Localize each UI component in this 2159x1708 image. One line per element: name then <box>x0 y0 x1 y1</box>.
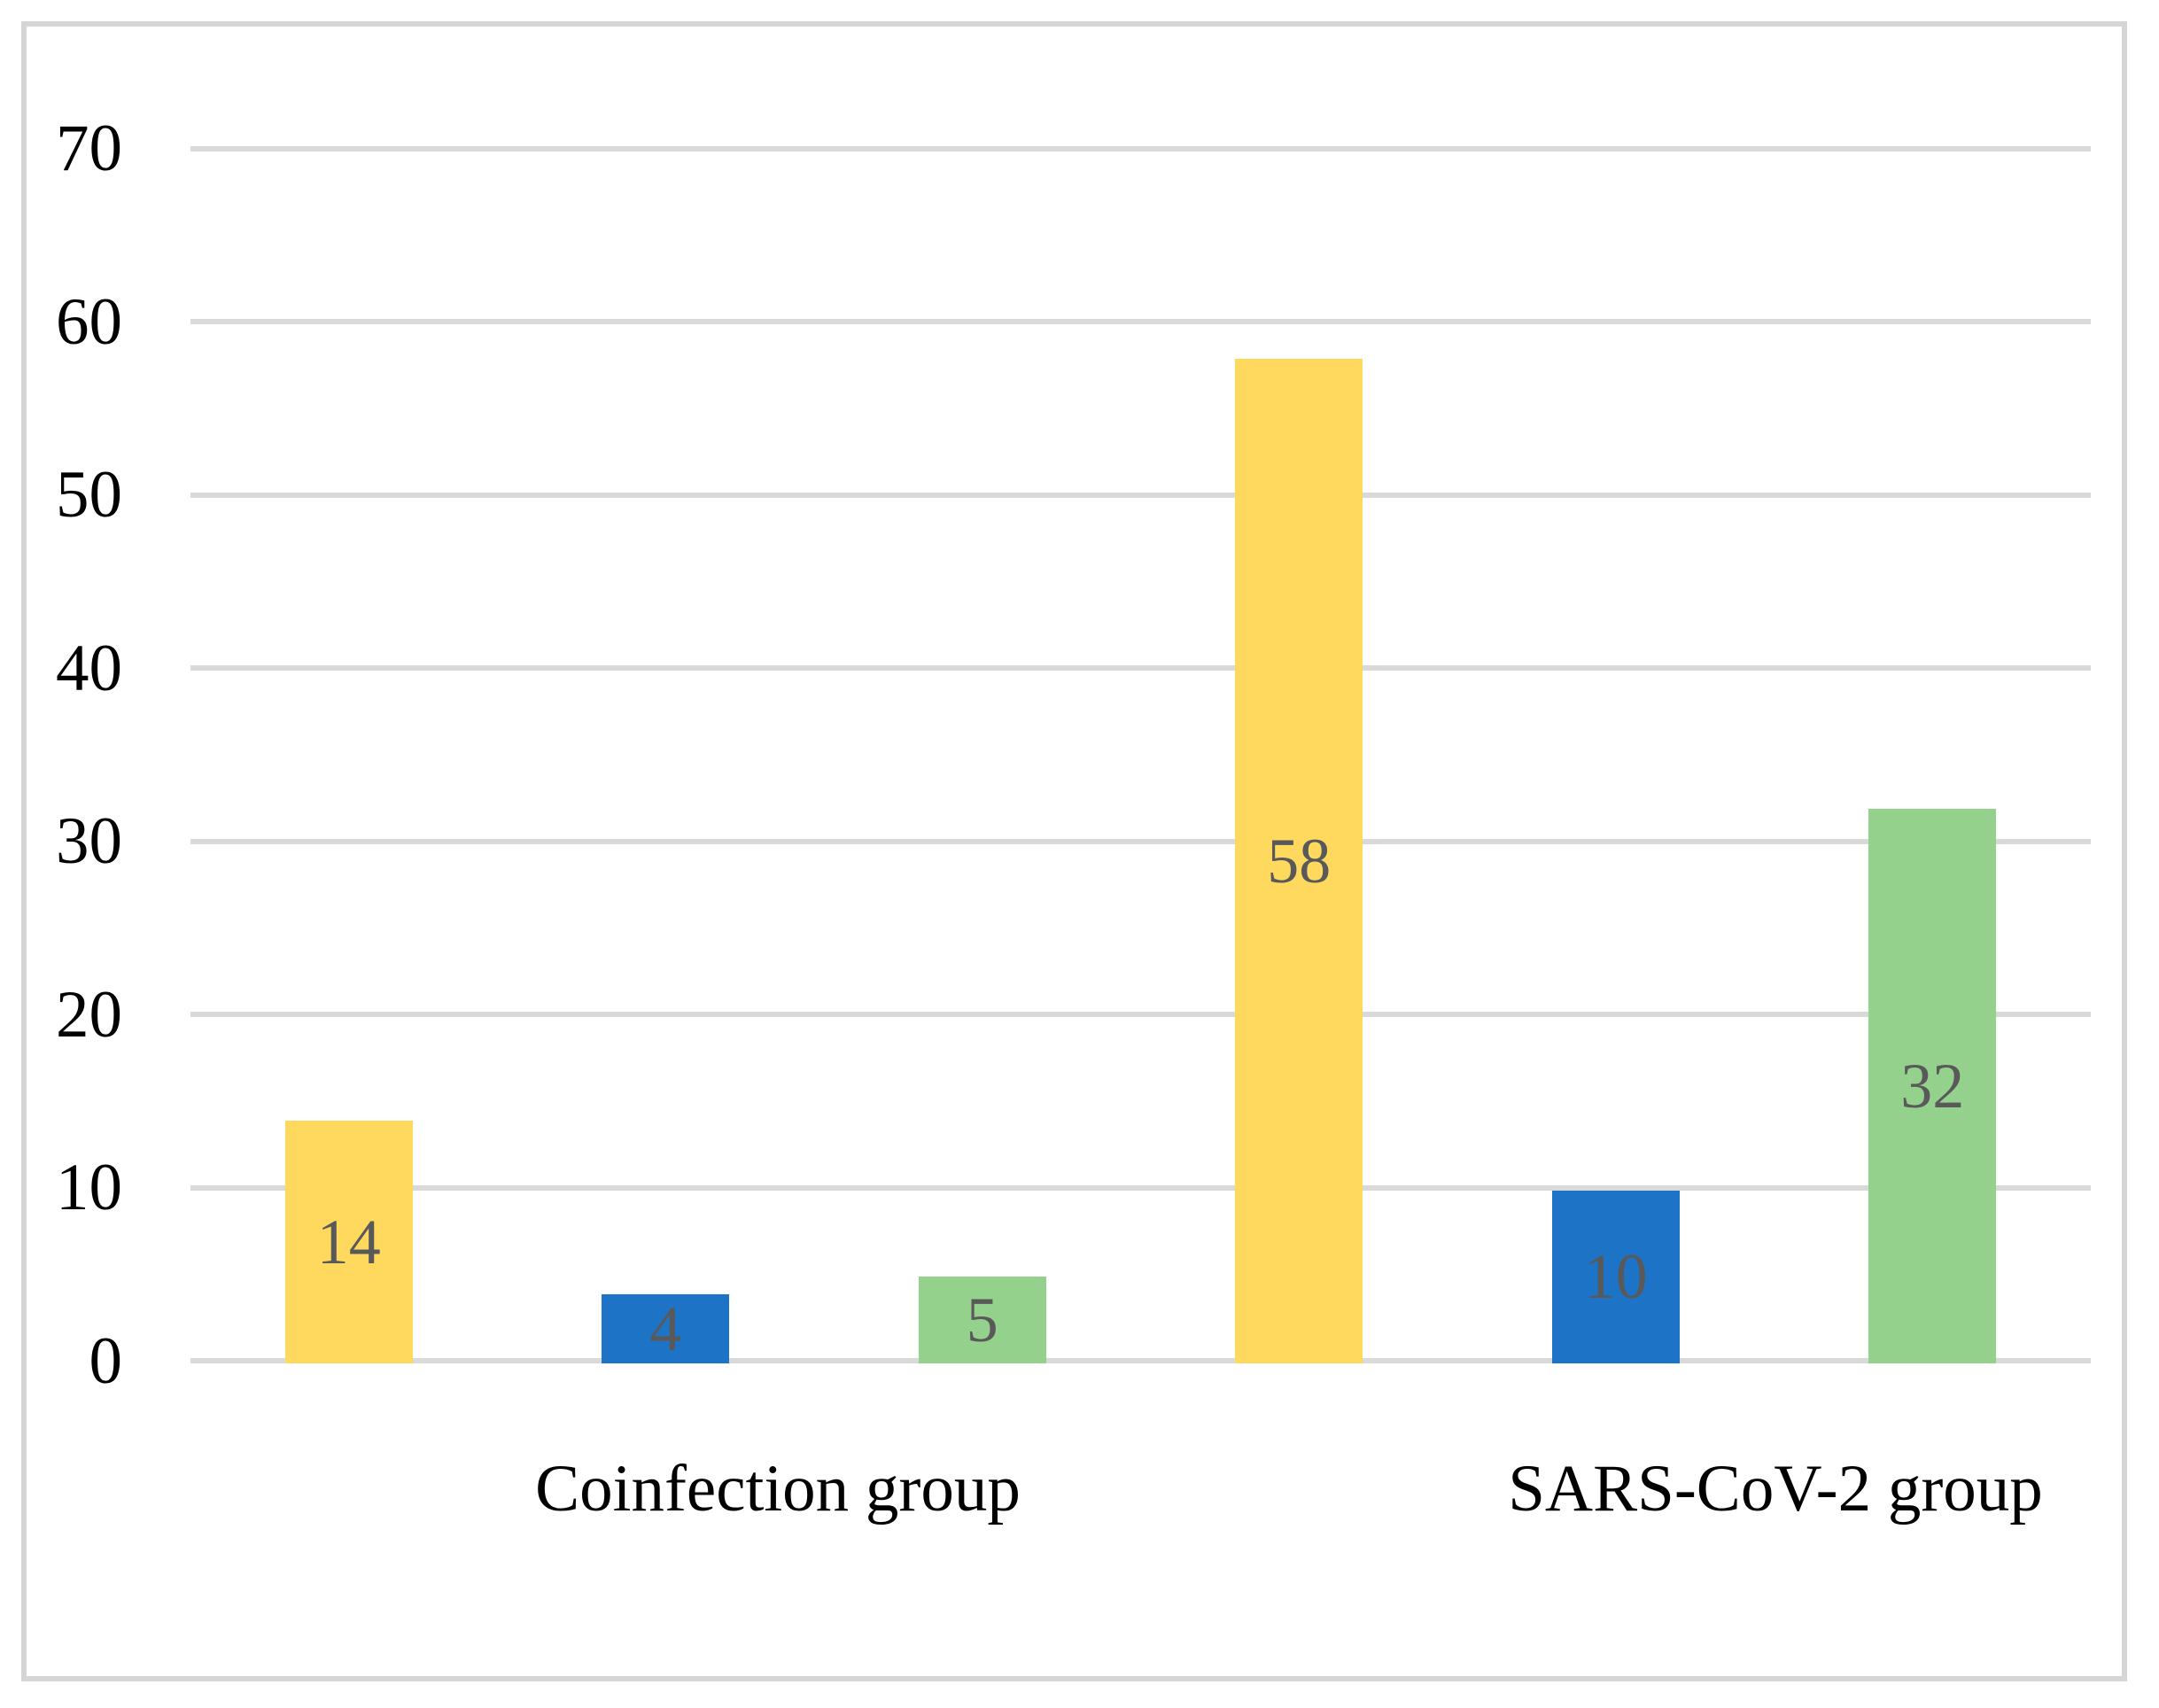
bar-value-label: 32 <box>1900 1051 1965 1122</box>
bar-value-label: 4 <box>649 1293 682 1364</box>
bar-blue-category-2: 10 <box>1551 1190 1680 1363</box>
category-label-sars-cov-2-group: SARS-CoV-2 group <box>1508 1452 2043 1526</box>
bar-blue-category-1: 4 <box>602 1293 730 1364</box>
y-tick-label-70: 70 <box>56 112 122 185</box>
gridline-50 <box>190 492 2091 498</box>
bar-value-label: 58 <box>1267 826 1332 897</box>
gridline-70 <box>190 145 2091 151</box>
bar-green-category-2: 32 <box>1868 809 1997 1363</box>
gridline-0 <box>190 1358 2091 1363</box>
bar-yellow-category-1: 14 <box>284 1121 413 1363</box>
y-tick-label-50: 50 <box>56 458 122 532</box>
y-tick-label-10: 10 <box>56 1151 122 1224</box>
bar-value-label: 5 <box>966 1285 998 1356</box>
gridline-30 <box>190 838 2091 844</box>
category-label-coinfection-group: Coinfection group <box>535 1452 1021 1526</box>
bar-value-label: 14 <box>316 1207 381 1278</box>
y-tick-label-0: 0 <box>89 1324 123 1398</box>
gridline-60 <box>190 319 2091 324</box>
y-tick-label-60: 60 <box>56 284 122 359</box>
bar-green-category-1: 5 <box>918 1277 1046 1363</box>
bar-yellow-category-2: 58 <box>1235 359 1363 1363</box>
gridline-40 <box>190 665 2091 671</box>
gridline-20 <box>190 1012 2091 1017</box>
gridline-10 <box>190 1184 2091 1191</box>
y-tick-label-40: 40 <box>56 631 122 705</box>
y-tick-label-30: 30 <box>56 804 122 878</box>
figure-frame <box>21 21 2127 1681</box>
bar-value-label: 10 <box>1583 1241 1648 1313</box>
y-tick-label-20: 20 <box>56 977 122 1052</box>
